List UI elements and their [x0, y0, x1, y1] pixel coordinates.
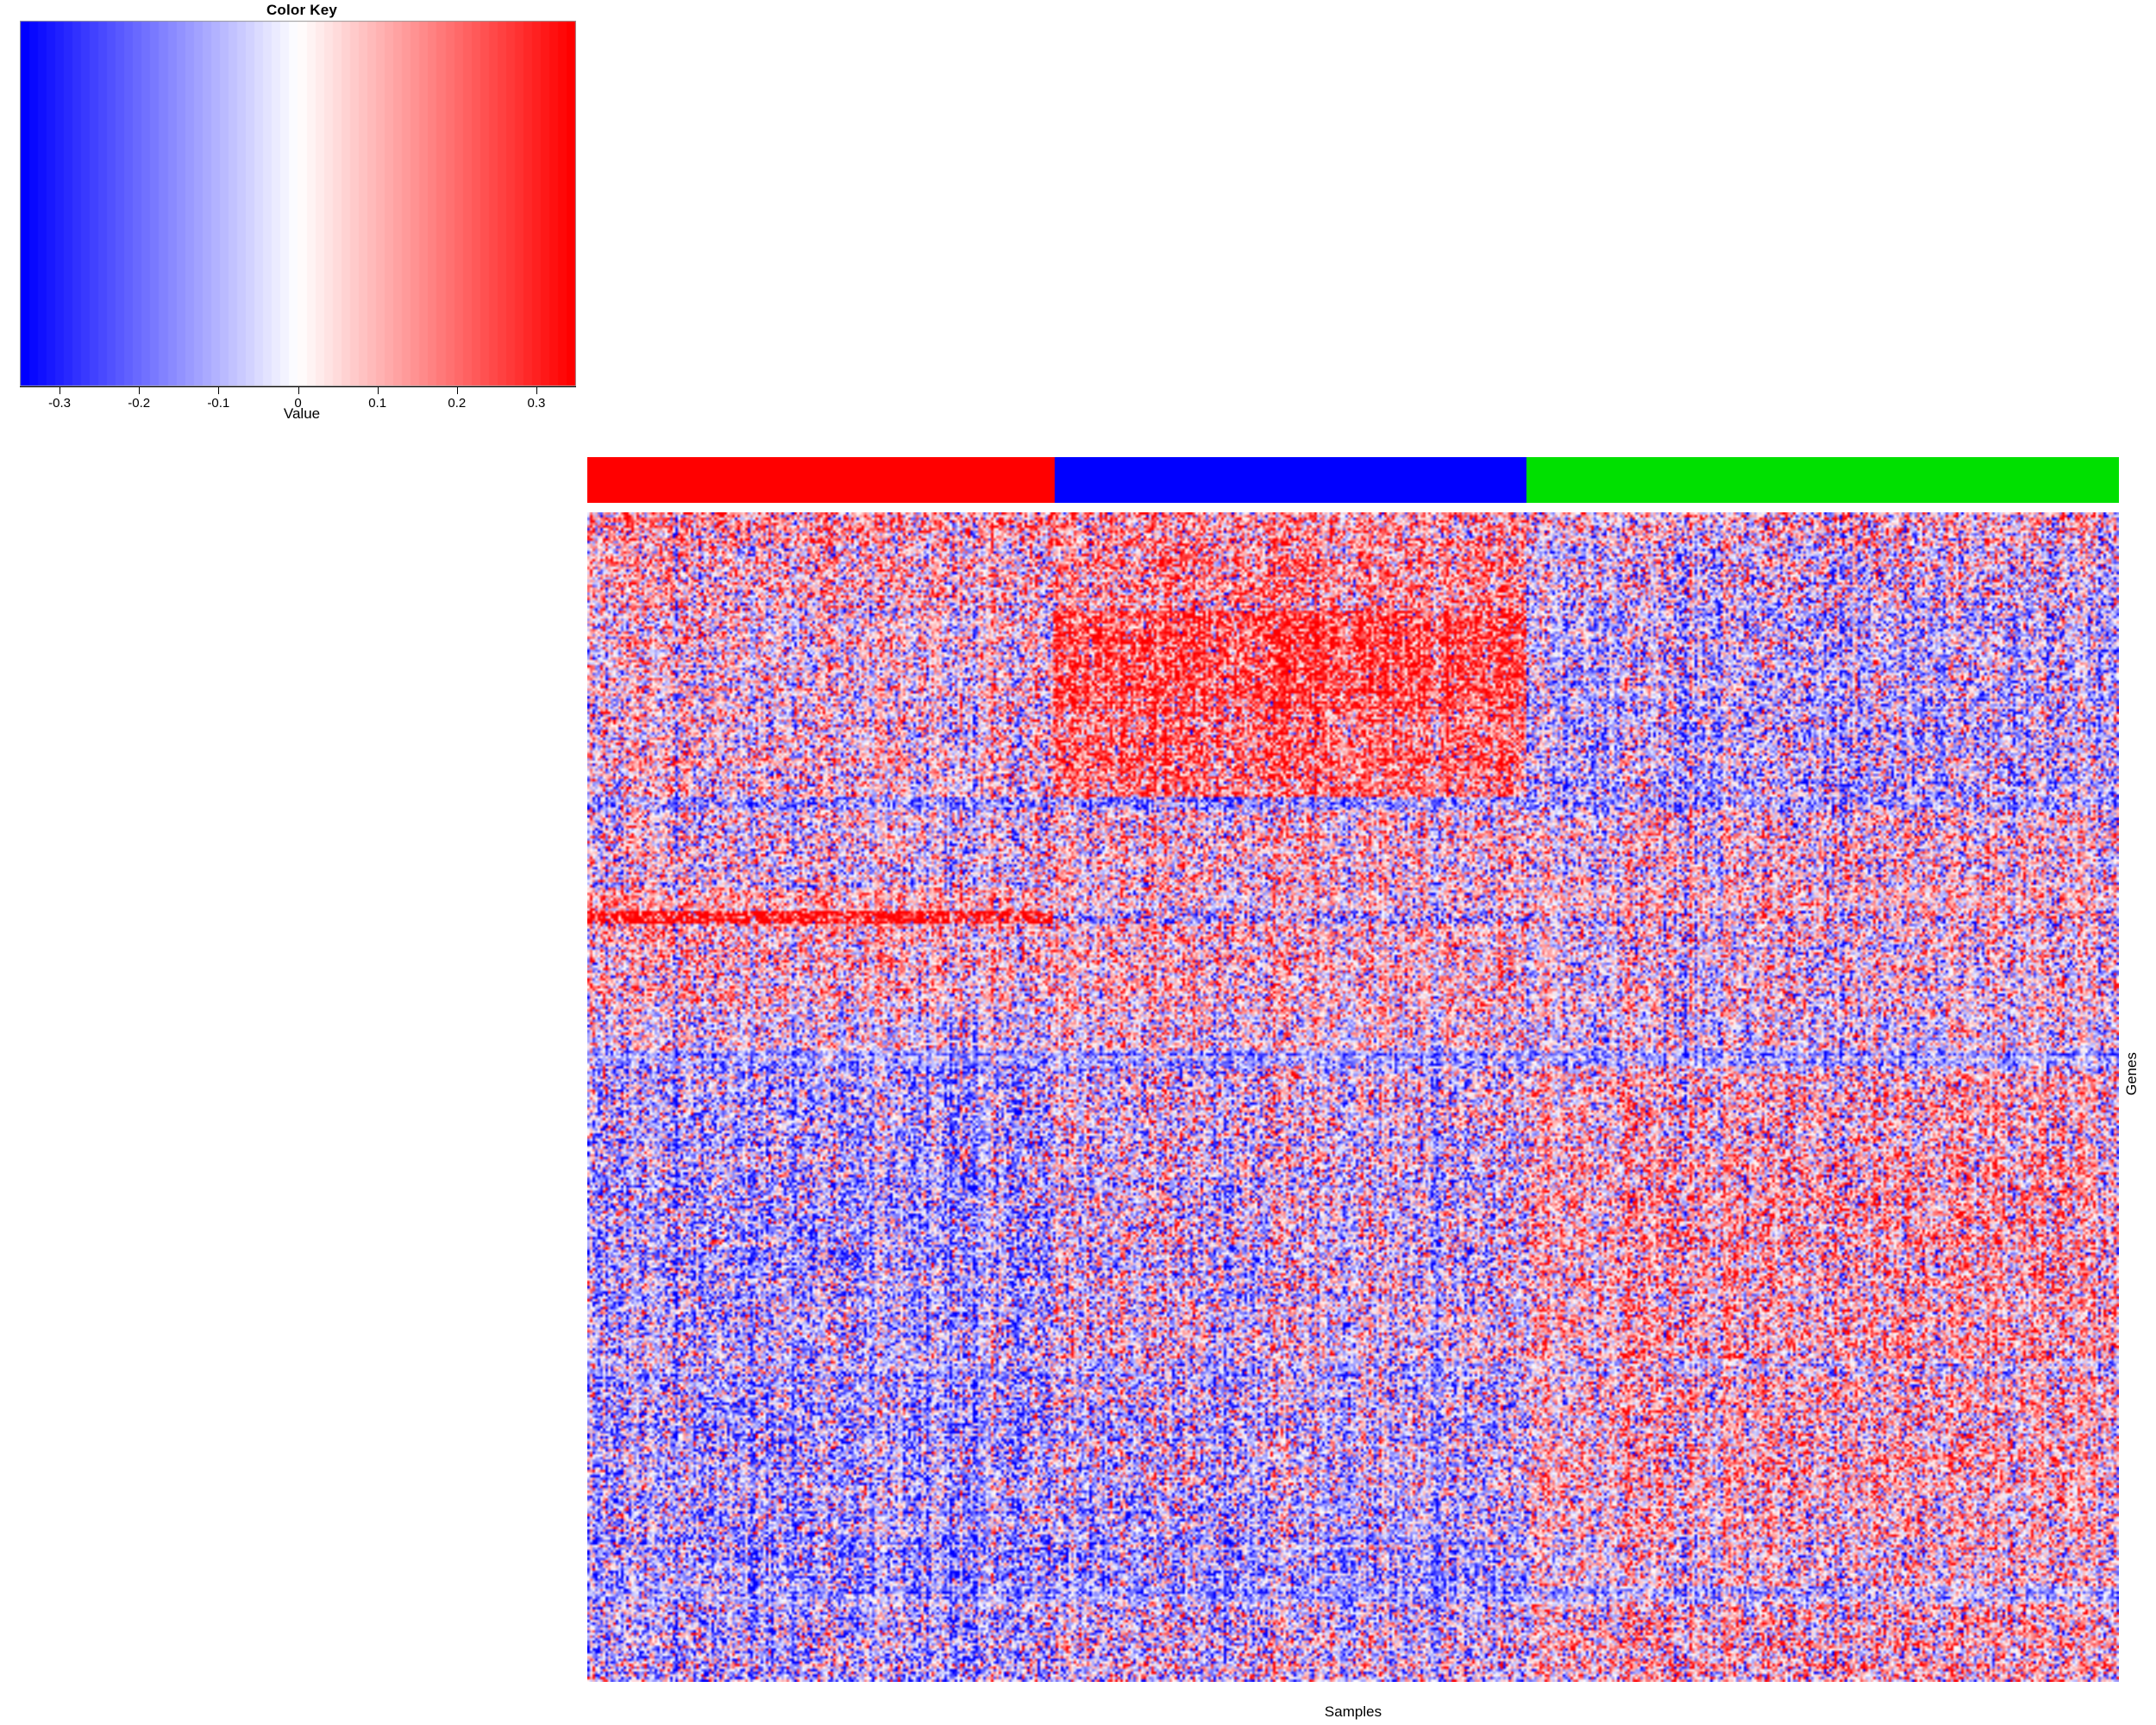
color-key-tick-label: 0.1 [368, 396, 387, 411]
color-key-tick-label: 0.2 [448, 396, 467, 411]
color-key-title: Color Key [266, 2, 338, 18]
color-key-gradient-canvas [20, 21, 576, 386]
color-key-tick-line [139, 386, 141, 394]
color-key-tick-line [377, 386, 379, 394]
x-axis-label: Samples [1324, 1703, 1382, 1720]
color-key-tick-label: -0.1 [207, 396, 230, 411]
color-key-value-label: Value [283, 405, 321, 422]
color-key-tick-line [456, 386, 458, 394]
heatmap-matrix-canvas [587, 512, 2119, 1682]
color-key-tick-line [536, 386, 537, 394]
color-key-axis: -0.3 -0.2 -0.1 0 0.1 0.2 0.3 [20, 386, 576, 421]
color-key-tick-line [218, 386, 220, 394]
column-annotation-canvas [587, 457, 2119, 503]
heatmap-matrix [587, 512, 2119, 1682]
color-key-tick-label: -0.2 [128, 396, 151, 411]
color-key-panel: Color Key -0.3 -0.2 -0.1 0 0.1 0.2 0.3 Value [0, 0, 604, 466]
color-key-tick-label: -0.3 [48, 396, 71, 411]
color-key-tick-label: 0.3 [527, 396, 546, 411]
heatmap-panel [587, 457, 2119, 1682]
color-key-tick-label: 0 [294, 396, 302, 411]
color-key-tick-line [298, 386, 299, 394]
column-annotation-bar [587, 457, 2119, 503]
color-key-gradient [20, 21, 576, 386]
y-axis-label: Genes [2123, 1052, 2140, 1096]
